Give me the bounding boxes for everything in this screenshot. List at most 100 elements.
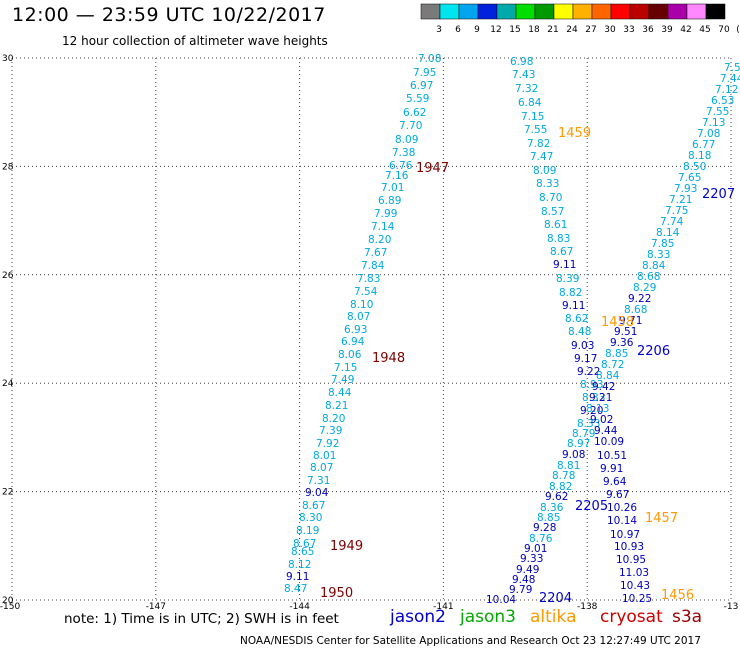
- wave-height-value: 8.82: [549, 481, 572, 493]
- wave-height-value: 10.51: [597, 450, 627, 462]
- time-label: 2206: [637, 344, 670, 359]
- wave-height-value: 9.22: [577, 366, 600, 378]
- wave-height-value: 7.12: [715, 84, 738, 96]
- colorbar-label: 33: [623, 25, 634, 35]
- wave-height-value: 8.68: [637, 271, 660, 283]
- wave-height-value: 7.31: [307, 475, 330, 487]
- colorbar-label: 12: [490, 25, 501, 35]
- wave-height-value: 9.02: [590, 414, 613, 426]
- wave-height-value: 9.44: [594, 425, 618, 437]
- colorbar-label: 30: [604, 25, 616, 35]
- wave-height-value: 10.43: [620, 580, 650, 592]
- wave-height-value: 9.42: [592, 381, 615, 393]
- lat-tick-label: 30: [2, 54, 14, 64]
- wave-height-value: 9.11: [286, 571, 309, 583]
- wave-height-value: 6.76: [389, 160, 413, 172]
- wave-height-value: 9.08: [562, 449, 585, 461]
- wave-height-value: 8.33: [582, 392, 605, 404]
- wave-height-value: 8.78: [552, 470, 575, 482]
- wave-height-value: 7.15: [521, 111, 544, 123]
- colorbar-swatch: [420, 3, 441, 20]
- colorbar-label: 39: [661, 25, 673, 35]
- wave-height-value: 7.15: [334, 362, 357, 374]
- wave-height-value: 7.49: [331, 374, 354, 386]
- legend-s3a: s3a: [672, 607, 703, 627]
- colorbar-swatch: [534, 3, 555, 20]
- lon-tick-label: -13: [724, 602, 739, 612]
- wave-height-value: 9.17: [574, 353, 597, 365]
- subtitle: 12 hour collection of altimeter wave hei…: [62, 34, 328, 48]
- wave-height-value: 7.32: [515, 83, 538, 95]
- wave-height-value: 8.06: [338, 349, 362, 361]
- wave-height-value: 8.20: [322, 413, 345, 425]
- wave-height-value: 6.89: [378, 195, 401, 207]
- time-label: 1459: [558, 126, 591, 141]
- wave-height-value: 8.44: [328, 387, 352, 399]
- lon-tick-label: -150: [0, 602, 20, 612]
- wave-height-value: 8.68: [624, 304, 647, 316]
- wave-height-value: 9.71: [619, 315, 642, 327]
- wave-height-value: 8.93: [580, 379, 603, 391]
- wave-height-value: 8.07: [310, 462, 333, 474]
- colorbar-swatch: [572, 3, 593, 20]
- wave-height-value: 7.95: [413, 67, 436, 79]
- colorbar-label: 15: [509, 25, 520, 35]
- wave-height-value: 6.53: [711, 95, 734, 107]
- wave-height-value: 7.74: [660, 216, 684, 228]
- wave-height-value: 8.47: [284, 583, 307, 595]
- colorbar-label: 21: [547, 25, 558, 35]
- time-label: 2205: [575, 499, 608, 514]
- wave-height-value: 5.59: [406, 93, 429, 105]
- wave-height-value: 8.09: [533, 165, 556, 177]
- legend-jason2: jason2: [390, 607, 446, 627]
- lon-tick-label: -138: [577, 602, 598, 612]
- wave-height-value: 7.84: [361, 260, 385, 272]
- wave-height-value: 8.65: [291, 546, 314, 558]
- time-label: 2207: [702, 187, 735, 202]
- colorbar-swatch: [496, 3, 517, 20]
- wave-height-value: 9.01: [524, 543, 547, 555]
- wave-height-value: 8.76: [529, 533, 553, 545]
- colorbar-label: 45: [699, 25, 710, 35]
- axis-labels: 30 28 26 24 22 20-150 -147 -144 -141 -138 -13: [0, 54, 738, 612]
- time-label: 1950: [320, 586, 353, 601]
- wave-height-value: 8.84: [642, 260, 666, 272]
- lon-tick-label: -141: [433, 602, 453, 612]
- colorbar-label: 9: [474, 25, 480, 35]
- wave-height-value: 8.14: [656, 227, 680, 239]
- wave-height-value: 8.50: [683, 161, 706, 173]
- wave-height-value: 9.62: [545, 491, 568, 503]
- wave-height-value: 8.67: [302, 500, 325, 512]
- note-text: note: 1) Time is in UTC; 2) SWH is in fe…: [64, 611, 339, 627]
- wave-height-value: 8.85: [537, 512, 560, 524]
- wave-height-value: 8.39: [556, 273, 579, 285]
- time-label: 1949: [330, 539, 363, 554]
- wave-height-value: 6.93: [344, 324, 367, 336]
- wave-height-value: 10.14: [607, 515, 637, 527]
- wave-height-value: 8.13: [586, 403, 609, 415]
- wave-height-value: 9.67: [606, 489, 629, 501]
- time-label: 1456: [661, 588, 694, 603]
- colorbar-label: 3: [436, 25, 442, 35]
- colorbar-label: 24: [566, 25, 578, 35]
- wave-height-value: 9.28: [533, 522, 556, 534]
- legend-cryosat: cryosat: [600, 607, 663, 627]
- wave-height-value: 8.19: [296, 525, 319, 537]
- wave-height-value: 7.38: [392, 147, 415, 159]
- wave-height-value: 10.26: [607, 502, 637, 514]
- wave-height-value: 9.11: [553, 259, 576, 271]
- wave-height-value: 9.91: [600, 463, 623, 475]
- colorbar-swatch: [591, 3, 612, 20]
- lat-tick-label: 26: [2, 271, 14, 281]
- wave-height-value: 7.08: [697, 128, 720, 140]
- wave-height-value: 8.85: [605, 348, 628, 360]
- wave-height-value: 8.33: [647, 249, 670, 261]
- wave-height-value: 9.22: [628, 293, 651, 305]
- wave-height-value: 6.98: [510, 56, 533, 68]
- wave-height-value: 8.30: [299, 512, 322, 524]
- lat-tick-label: 24: [2, 379, 14, 389]
- wave-height-value: 8.57: [541, 206, 564, 218]
- legend-altika: altika: [530, 607, 577, 627]
- lon-tick-label: -147: [146, 602, 166, 612]
